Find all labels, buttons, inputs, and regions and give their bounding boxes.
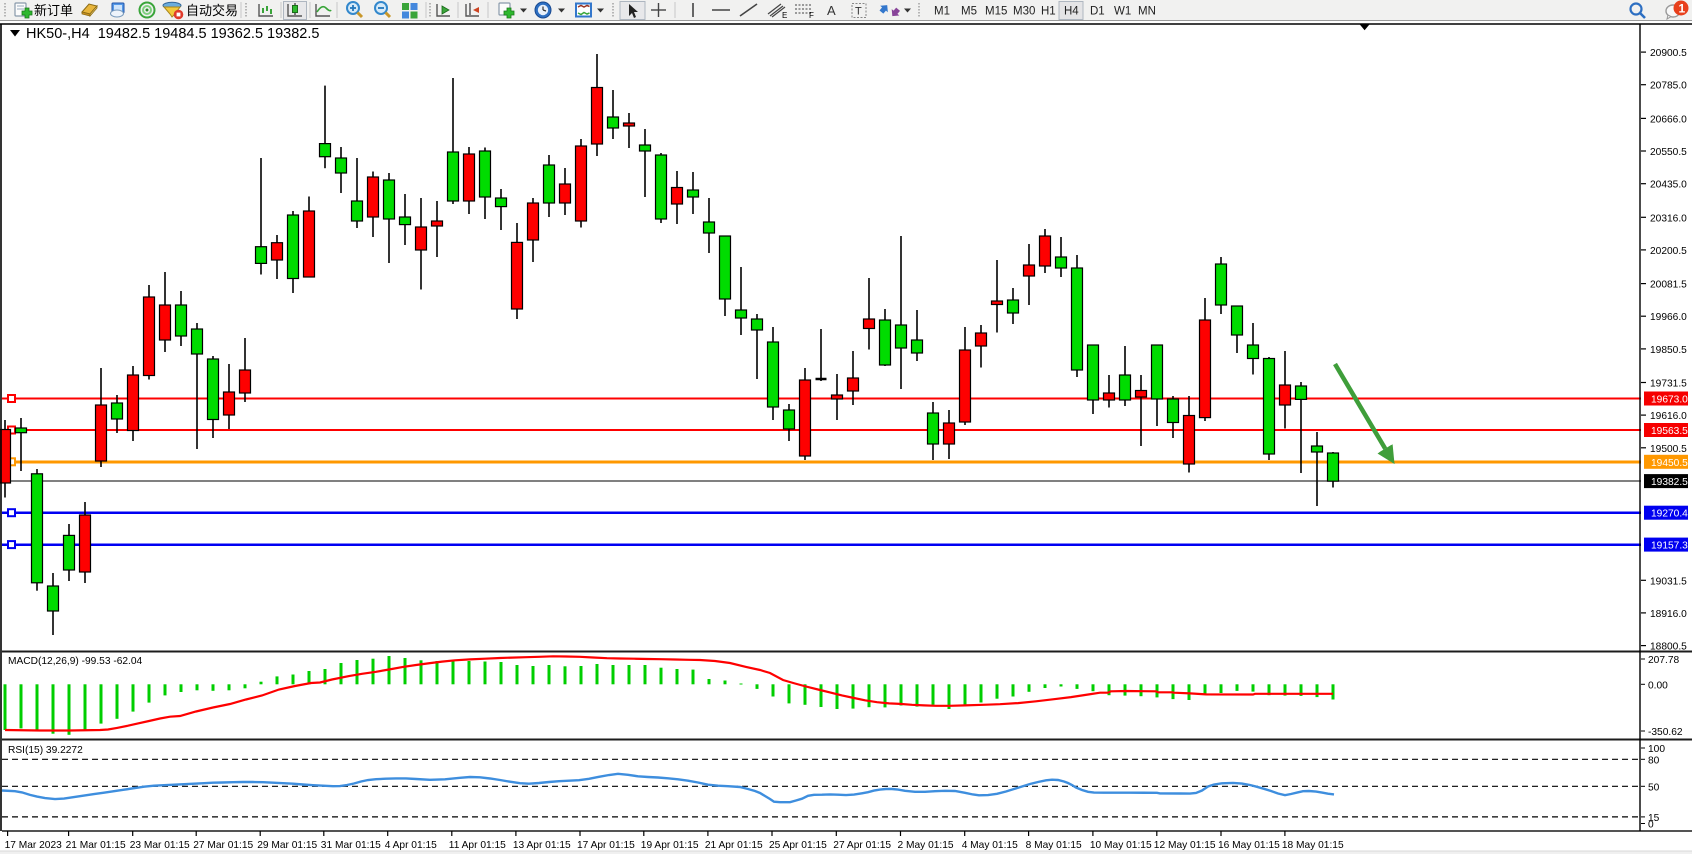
svg-text:E: E (782, 11, 787, 20)
svg-text:0: 0 (1648, 820, 1654, 831)
svg-text:T: T (855, 6, 862, 18)
svg-text:23 Mar 01:15: 23 Mar 01:15 (130, 840, 190, 851)
svg-text:20900.5: 20900.5 (1650, 48, 1687, 59)
svg-text:M30: M30 (1013, 6, 1035, 18)
svg-text:19382.5: 19382.5 (1651, 477, 1688, 488)
svg-text:RSI(15) 39.2272: RSI(15) 39.2272 (8, 745, 83, 756)
svg-text:MACD(12,26,9) -99.53 -62.04: MACD(12,26,9) -99.53 -62.04 (8, 656, 143, 667)
svg-text:19850.5: 19850.5 (1650, 345, 1687, 356)
svg-text:0.00: 0.00 (1648, 680, 1668, 691)
svg-text:12 May 01:15: 12 May 01:15 (1154, 840, 1216, 851)
svg-text:11 Apr 01:15: 11 Apr 01:15 (449, 840, 506, 851)
svg-text:19500.5: 19500.5 (1650, 444, 1687, 455)
svg-text:18 May 01:15: 18 May 01:15 (1282, 840, 1344, 851)
svg-text:19031.5: 19031.5 (1650, 576, 1687, 587)
svg-text:M1: M1 (934, 6, 950, 18)
svg-text:M15: M15 (985, 6, 1007, 18)
svg-text:20666.0: 20666.0 (1650, 114, 1687, 125)
svg-text:HK50-,H4 19482.5 19484.5 1936: HK50-,H4 19482.5 19484.5 19362.5 19382.5 (26, 26, 319, 42)
svg-text:19673.0: 19673.0 (1651, 395, 1688, 406)
svg-text:19450.5: 19450.5 (1651, 458, 1688, 469)
svg-text:21 Apr 01:15: 21 Apr 01:15 (705, 840, 763, 851)
svg-text:4 May 01:15: 4 May 01:15 (962, 840, 1018, 851)
svg-text:19563.5: 19563.5 (1651, 426, 1688, 437)
svg-text:13 Apr 01:15: 13 Apr 01:15 (513, 840, 571, 851)
svg-text:29 Mar 01:15: 29 Mar 01:15 (257, 840, 317, 851)
svg-text:19616.0: 19616.0 (1650, 411, 1687, 422)
svg-text:H4: H4 (1064, 6, 1079, 18)
svg-text:20200.5: 20200.5 (1650, 246, 1687, 257)
svg-text:H1: H1 (1041, 6, 1056, 18)
svg-text:100: 100 (1648, 744, 1665, 755)
svg-text:D1: D1 (1090, 6, 1105, 18)
svg-text:80: 80 (1648, 755, 1660, 766)
svg-text:20435.0: 20435.0 (1650, 180, 1687, 191)
svg-text:20316.0: 20316.0 (1650, 213, 1687, 224)
svg-text:19 Apr 01:15: 19 Apr 01:15 (641, 840, 699, 851)
svg-text:自动交易: 自动交易 (186, 3, 238, 18)
svg-text:19731.5: 19731.5 (1650, 379, 1687, 390)
svg-text:19966.0: 19966.0 (1650, 312, 1687, 323)
svg-text:19157.3: 19157.3 (1651, 541, 1688, 552)
svg-text:21 Mar 01:15: 21 Mar 01:15 (66, 840, 126, 851)
svg-text:27 Mar 01:15: 27 Mar 01:15 (193, 840, 253, 851)
svg-text:20785.0: 20785.0 (1650, 81, 1687, 92)
svg-text:A: A (827, 3, 836, 18)
svg-text:31 Mar 01:15: 31 Mar 01:15 (321, 840, 381, 851)
svg-text:18916.0: 18916.0 (1650, 609, 1687, 620)
svg-text:-350.62: -350.62 (1648, 727, 1683, 738)
svg-text:2 May 01:15: 2 May 01:15 (898, 840, 954, 851)
svg-text:W1: W1 (1114, 6, 1131, 18)
svg-text:MN: MN (1138, 6, 1156, 18)
svg-text:207.78: 207.78 (1648, 655, 1679, 666)
svg-text:M5: M5 (961, 6, 977, 18)
svg-text:F: F (809, 11, 814, 20)
svg-text:25 Apr 01:15: 25 Apr 01:15 (769, 840, 827, 851)
svg-text:1: 1 (1679, 2, 1686, 16)
svg-text:17 Apr 01:15: 17 Apr 01:15 (577, 840, 635, 851)
svg-text:16 May 01:15: 16 May 01:15 (1218, 840, 1280, 851)
svg-text:4 Apr 01:15: 4 Apr 01:15 (385, 840, 437, 851)
svg-text:27 Apr 01:15: 27 Apr 01:15 (833, 840, 891, 851)
svg-text:18800.5: 18800.5 (1650, 642, 1687, 653)
svg-text:17 Mar 2023: 17 Mar 2023 (5, 840, 63, 851)
svg-text:8 May 01:15: 8 May 01:15 (1026, 840, 1082, 851)
svg-text:10 May 01:15: 10 May 01:15 (1090, 840, 1152, 851)
svg-text:50: 50 (1648, 782, 1660, 793)
svg-text:19270.4: 19270.4 (1651, 509, 1688, 520)
svg-text:20081.5: 20081.5 (1650, 280, 1687, 291)
svg-text:15: 15 (1648, 813, 1660, 824)
svg-text:20550.5: 20550.5 (1650, 147, 1687, 158)
svg-text:新订单: 新订单 (34, 3, 73, 18)
